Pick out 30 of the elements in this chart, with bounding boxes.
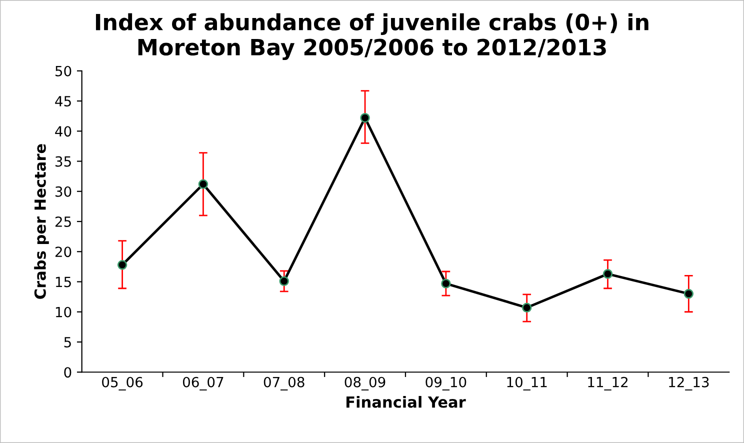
point (198, 179, 208, 190)
x-tick-label: 09_10 (426, 376, 466, 390)
y-tick-label: 30 (56, 186, 72, 197)
x-tick-label: 12_13 (669, 376, 709, 390)
y-tick-label: 20 (55, 246, 72, 258)
x-tick-label: 10_11 (507, 376, 547, 390)
point (684, 288, 694, 299)
chart-title: Index of abundance of juvenile crabs (0+) in Moreton Bay 2005/2006 to 2012/2013 (96, 13, 648, 60)
y-tick-label: 15 (56, 276, 71, 288)
y-tick-label: 5 (64, 337, 71, 348)
x-tick-label: 11_12 (588, 376, 628, 390)
x-tick-label: 08_09 (344, 376, 386, 390)
y-tick-label: 40 (55, 126, 72, 137)
y-tick-label: 45 (55, 96, 71, 106)
point (279, 276, 289, 286)
x-axis-title: Financial Year (346, 396, 466, 408)
y-tick-label: 0 (64, 367, 72, 378)
point (360, 113, 370, 123)
y-tick-label: 50 (56, 66, 72, 76)
point (441, 278, 451, 288)
y-tick-label: 35 (56, 156, 71, 167)
point (117, 260, 128, 270)
y-tick-label: 10 (56, 306, 72, 318)
x-tick-label: 06_07 (182, 376, 224, 390)
point (522, 302, 532, 313)
x-tick-label: 07_08 (264, 376, 304, 390)
y-axis-title: Crabs per Hectare (34, 144, 49, 299)
point (602, 269, 613, 279)
y-tick-label: 25 (55, 216, 71, 227)
x-tick-label: 05_06 (102, 376, 143, 390)
